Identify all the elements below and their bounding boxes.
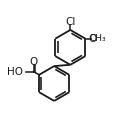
Text: HO: HO — [7, 67, 23, 77]
Text: O: O — [29, 57, 38, 67]
Text: Cl: Cl — [65, 17, 75, 27]
Text: CH₃: CH₃ — [89, 34, 106, 43]
Text: O: O — [88, 34, 96, 44]
